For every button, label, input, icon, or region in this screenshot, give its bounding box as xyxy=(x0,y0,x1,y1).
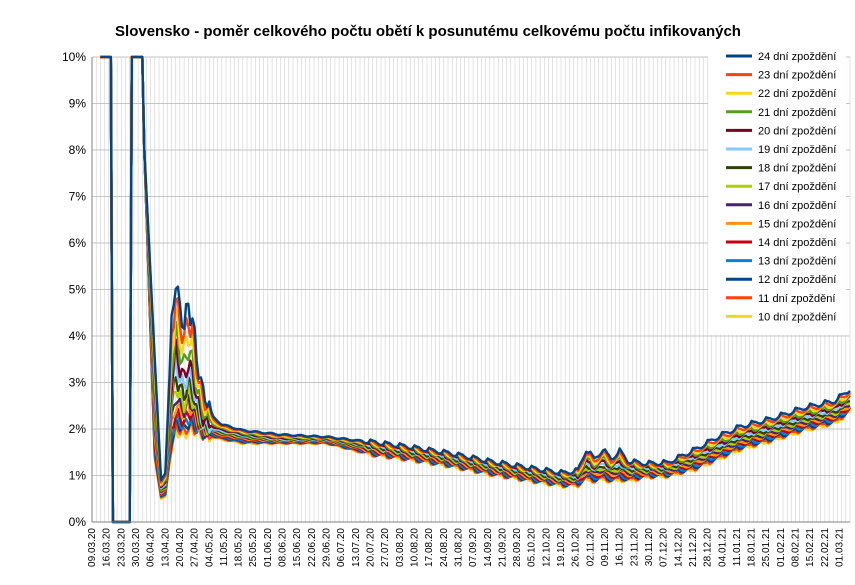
y-tick-label: 3% xyxy=(69,376,87,390)
y-tick-label: 1% xyxy=(69,469,87,483)
x-tick-label: 18.05.20 xyxy=(234,528,245,567)
x-tick-label: 08.02.21 xyxy=(791,528,802,567)
series-lines xyxy=(100,55,852,524)
legend-box xyxy=(708,48,846,335)
y-tick-label: 10% xyxy=(62,50,86,64)
y-tick-label: 0% xyxy=(69,515,87,529)
legend-label: 23 dní zpoždění xyxy=(758,70,836,82)
x-tick-label: 16.03.20 xyxy=(102,528,113,567)
legend-label: 10 dní zpoždění xyxy=(758,311,836,323)
y-tick-label: 5% xyxy=(69,283,87,297)
y-tick-label: 8% xyxy=(69,143,87,157)
series-line xyxy=(100,55,851,524)
x-tick-label: 27.07.20 xyxy=(380,528,391,567)
legend-label: 20 dní zpoždění xyxy=(758,125,836,137)
x-tick-label: 02.11.20 xyxy=(585,528,596,567)
x-tick-label: 09.03.20 xyxy=(87,528,98,567)
legend-label: 19 dní zpoždění xyxy=(758,144,836,156)
x-tick-label: 26.10.20 xyxy=(571,528,582,567)
x-tick-label: 01.03.21 xyxy=(835,528,846,567)
legend-label: 22 dní zpoždění xyxy=(758,88,836,100)
x-tick-label: 06.07.20 xyxy=(336,528,347,567)
x-tick-label: 29.06.20 xyxy=(322,528,333,567)
x-tick-label: 18.01.21 xyxy=(747,528,758,567)
x-tick-label: 03.08.20 xyxy=(395,528,406,567)
y-tick-label: 9% xyxy=(69,97,87,111)
x-tick-label: 13.07.20 xyxy=(351,528,362,567)
x-tick-label: 21.12.20 xyxy=(688,528,699,567)
x-tick-labels: 09.03.20 16.03.20 23.03.20 30.03.20 06.04.20… xyxy=(87,528,846,567)
y-tick-label: 6% xyxy=(69,236,87,250)
x-tick-label: 23.11.20 xyxy=(629,528,640,567)
x-tick-label: 08.06.20 xyxy=(278,528,289,567)
legend-label: 15 dní zpoždění xyxy=(758,218,836,230)
series-line xyxy=(100,55,852,524)
legend-label: 12 dní zpoždění xyxy=(758,274,836,286)
x-tick-label: 28.12.20 xyxy=(703,528,714,567)
legend-label: 14 dní zpoždění xyxy=(758,237,836,249)
series-line xyxy=(100,55,851,524)
legend-label: 21 dní zpoždění xyxy=(758,107,836,119)
x-tick-label: 27.04.20 xyxy=(190,528,201,567)
x-tick-label: 24.08.20 xyxy=(439,528,450,567)
x-tick-label: 16.11.20 xyxy=(615,528,626,567)
series-line xyxy=(100,55,851,524)
y-tick-label: 7% xyxy=(69,190,87,204)
y-tick-label: 4% xyxy=(69,329,87,343)
x-tick-label: 30.11.20 xyxy=(644,528,655,567)
x-tick-label: 17.08.20 xyxy=(424,528,435,567)
y-tick-labels: 0% 1% 2% 3% 4% 5% 6% 7% 8% 9% 10% xyxy=(62,50,86,529)
legend-label: 13 dní zpoždění xyxy=(758,256,836,268)
x-tick-label: 22.06.20 xyxy=(307,528,318,567)
x-tick-label: 05.10.20 xyxy=(527,528,538,567)
x-tick-label: 11.01.21 xyxy=(732,528,743,567)
legend-label: 17 dní zpoždění xyxy=(758,181,836,193)
series-line xyxy=(100,55,851,524)
x-tick-label: 20.07.20 xyxy=(366,528,377,567)
legend-label: 18 dní zpoždění xyxy=(758,163,836,175)
x-tick-label: 25.01.21 xyxy=(761,528,772,567)
legend: 24 dní zpoždění 23 dní zpoždění 22 dní zpo… xyxy=(708,48,846,335)
x-tick-label: 28.09.20 xyxy=(512,528,523,567)
x-tick-label: 04.05.20 xyxy=(204,528,215,567)
x-tick-label: 22.02.21 xyxy=(820,528,831,567)
x-tick-label: 01.06.20 xyxy=(263,528,274,567)
x-tick-label: 13.04.20 xyxy=(160,528,171,567)
x-tick-label: 12.10.20 xyxy=(541,528,552,567)
x-tick-label: 31.08.20 xyxy=(453,528,464,567)
axes xyxy=(91,57,850,523)
legend-label: 24 dní zpoždění xyxy=(758,51,836,63)
x-tick-label: 10.08.20 xyxy=(410,528,421,567)
x-tick-label: 07.09.20 xyxy=(468,528,479,567)
x-tick-label: 15.02.21 xyxy=(805,528,816,567)
x-tick-label: 23.03.20 xyxy=(116,528,127,567)
x-tick-label: 15.06.20 xyxy=(292,528,303,567)
x-tick-label: 14.12.20 xyxy=(673,528,684,567)
legend-label: 11 dní zpoždění xyxy=(758,293,835,305)
x-tick-label: 04.01.21 xyxy=(717,528,728,567)
x-tick-label: 30.03.20 xyxy=(131,528,142,567)
series-line xyxy=(100,55,851,524)
x-tick-label: 21.09.20 xyxy=(497,528,508,567)
x-tick-label: 09.11.20 xyxy=(600,528,611,567)
x-tick-label: 01.02.21 xyxy=(776,528,787,567)
x-tick-label: 14.09.20 xyxy=(483,528,494,567)
x-tick-label: 06.04.20 xyxy=(146,528,157,567)
legend-label: 16 dní zpoždění xyxy=(758,200,836,212)
x-tick-label: 25.05.20 xyxy=(248,528,259,567)
x-tick-label: 11.05.20 xyxy=(219,528,230,567)
y-tick-label: 2% xyxy=(69,422,87,436)
x-tick-label: 07.12.20 xyxy=(659,528,670,567)
x-tick-label: 19.10.20 xyxy=(556,528,567,567)
x-tick-label: 20.04.20 xyxy=(175,528,186,567)
chart-title: Slovensko - poměr celkového počtu obětí … xyxy=(115,23,741,40)
